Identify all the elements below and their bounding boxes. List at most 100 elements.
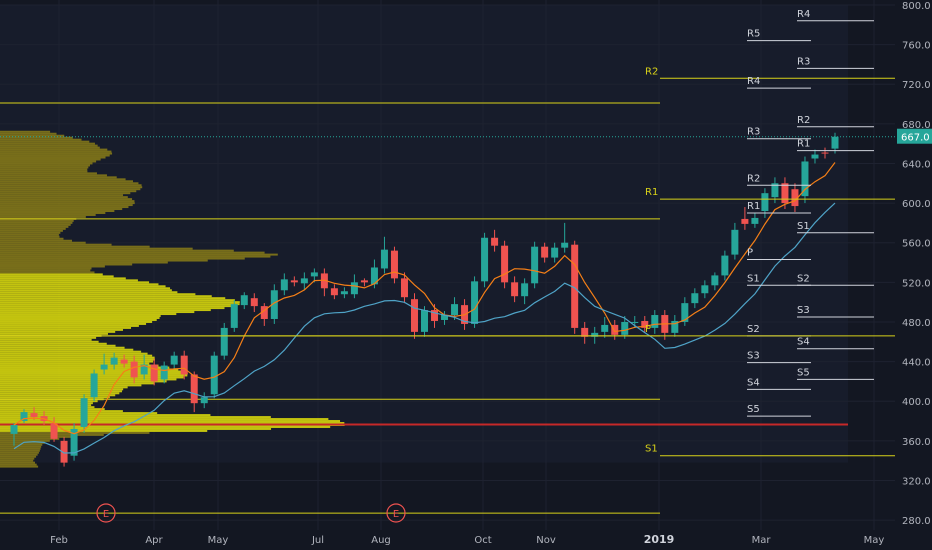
candle[interactable] — [200, 392, 208, 409]
earnings-marker[interactable]: E — [96, 503, 116, 523]
candle[interactable] — [581, 321, 589, 344]
candle[interactable] — [751, 212, 759, 228]
candle[interactable] — [701, 280, 709, 299]
candle[interactable] — [360, 278, 368, 287]
candle[interactable] — [250, 293, 258, 313]
volume-profile-bar — [0, 342, 107, 345]
candle[interactable] — [160, 361, 168, 384]
volume-profile-bar — [0, 336, 97, 339]
candle[interactable] — [501, 240, 509, 289]
pivot-label: R4 — [797, 9, 810, 20]
candle[interactable] — [60, 436, 68, 467]
candle[interactable] — [150, 358, 158, 386]
volume-profile-bar — [0, 273, 103, 276]
candle[interactable] — [521, 278, 529, 305]
candle[interactable] — [421, 306, 428, 337]
candle[interactable] — [821, 147, 829, 159]
candle[interactable] — [80, 394, 88, 433]
candle[interactable] — [731, 222, 739, 260]
candle[interactable] — [551, 242, 559, 263]
candle-body — [130, 361, 138, 378]
candle[interactable] — [611, 319, 619, 340]
candle[interactable] — [50, 417, 58, 442]
candle[interactable] — [230, 300, 238, 332]
candle[interactable] — [10, 423, 18, 446]
volume-profile-bar — [0, 253, 278, 256]
candle[interactable] — [621, 316, 629, 339]
x-tick-label: May — [864, 535, 885, 546]
candle[interactable] — [300, 272, 308, 291]
candle[interactable] — [410, 293, 418, 339]
volume-profile-bar — [0, 356, 155, 359]
candle[interactable] — [190, 371, 198, 413]
candle[interactable] — [280, 273, 288, 296]
candle[interactable] — [330, 284, 338, 300]
candle[interactable] — [70, 423, 78, 461]
candle[interactable] — [220, 322, 228, 360]
candle[interactable] — [170, 351, 178, 370]
candle[interactable] — [400, 272, 408, 304]
candle[interactable] — [541, 242, 549, 263]
candle[interactable] — [441, 311, 449, 325]
candle[interactable] — [240, 292, 248, 310]
candle[interactable] — [390, 246, 398, 284]
earnings-marker[interactable]: E — [386, 503, 406, 523]
candle[interactable] — [531, 241, 539, 289]
volume-profile-bar — [0, 360, 154, 363]
earnings-marker-circle — [386, 503, 406, 523]
earnings-marker-circle — [96, 503, 116, 523]
candle[interactable] — [140, 354, 148, 380]
candle[interactable] — [601, 317, 609, 338]
candle[interactable] — [340, 287, 348, 299]
candle-body — [691, 293, 699, 304]
candle[interactable] — [320, 268, 328, 297]
candle[interactable] — [471, 276, 479, 328]
candle[interactable] — [681, 297, 689, 326]
x-tick-label: Jul — [311, 535, 324, 546]
candle[interactable] — [210, 351, 218, 399]
volume-profile-bar — [0, 148, 108, 151]
candle[interactable] — [641, 316, 649, 333]
candle[interactable] — [801, 156, 809, 204]
candle[interactable] — [741, 207, 749, 230]
candle-body — [531, 246, 539, 284]
candle[interactable] — [90, 369, 98, 402]
candle[interactable] — [561, 222, 569, 253]
candle[interactable] — [721, 250, 729, 281]
candle[interactable] — [120, 354, 128, 368]
candle[interactable] — [290, 276, 298, 287]
candle[interactable] — [110, 352, 118, 370]
volume-profile-bar — [0, 414, 211, 417]
candle[interactable] — [671, 315, 679, 337]
volume-profile-bar — [0, 162, 93, 165]
candle[interactable] — [130, 355, 138, 384]
volume-profile-bar — [0, 221, 73, 224]
volume-profile-bar — [0, 255, 271, 258]
candle[interactable] — [20, 409, 28, 424]
candle[interactable] — [380, 236, 388, 274]
candle[interactable] — [180, 350, 188, 380]
candle-body — [210, 355, 218, 395]
volume-profile-bar — [0, 134, 65, 137]
candle-body — [581, 327, 589, 337]
volume-profile-bar — [0, 459, 34, 462]
pivot-label: R1 — [747, 201, 760, 212]
candle[interactable] — [811, 149, 819, 164]
candle[interactable] — [481, 232, 489, 288]
candle[interactable] — [511, 276, 519, 303]
volume-profile-bar — [0, 427, 272, 430]
candle[interactable] — [651, 310, 659, 334]
candle[interactable] — [711, 272, 719, 291]
y-tick-label: 720.0 — [902, 80, 931, 91]
volume-profile-bar — [0, 291, 178, 294]
candle-body — [290, 280, 298, 283]
candle[interactable] — [270, 284, 278, 324]
candle-body — [160, 365, 168, 380]
candle[interactable] — [791, 183, 799, 212]
candle[interactable] — [491, 229, 499, 252]
candle[interactable] — [691, 288, 699, 309]
candle[interactable] — [260, 303, 268, 326]
volume-profile-bar — [0, 198, 133, 201]
candle[interactable] — [100, 353, 108, 375]
